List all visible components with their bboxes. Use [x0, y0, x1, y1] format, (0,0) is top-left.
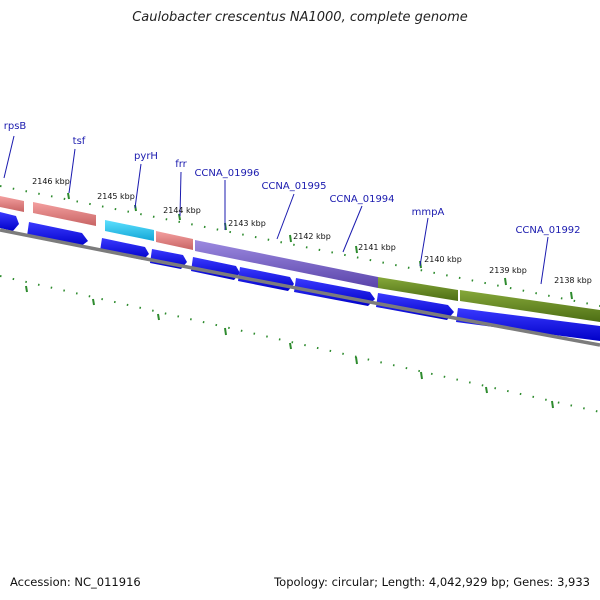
feature-purple-band[interactable]: [195, 240, 378, 288]
inner-tick-ruler: [0, 275, 600, 413]
feature-green-band-2[interactable]: [460, 290, 600, 322]
feature-track[interactable]: [0, 196, 600, 322]
gene-label-CCNA_01995[interactable]: CCNA_01995: [261, 181, 326, 192]
gene-label-CCNA_01992[interactable]: CCNA_01992: [515, 225, 580, 236]
gene-label-CCNA_01996[interactable]: CCNA_01996: [194, 168, 259, 179]
cds-arrow[interactable]: [27, 222, 88, 247]
cds-arrow[interactable]: [456, 308, 600, 341]
position-label: 2146 kbp: [32, 177, 70, 186]
genome-backbone: [0, 228, 600, 347]
gene-leader-lines: [3, 135, 549, 285]
feature-pyrH[interactable]: [105, 220, 154, 241]
position-label: 2144 kbp: [163, 206, 201, 215]
position-label: 2139 kbp: [489, 266, 527, 275]
cds-arrow[interactable]: [0, 212, 19, 231]
position-labels: 2146 kbp 2145 kbp 2144 kbp 2143 kbp 2142…: [32, 177, 592, 285]
position-label: 2143 kbp: [228, 219, 266, 228]
gene-label-pyrH[interactable]: pyrH: [134, 151, 158, 162]
map-title: Caulobacter crescentus NA1000, complete …: [132, 10, 468, 25]
feature-pink-left-edge[interactable]: [0, 196, 24, 212]
cds-arrow[interactable]: [100, 238, 149, 260]
position-label: 2145 kbp: [97, 192, 135, 201]
gene-label-tsf[interactable]: tsf: [73, 136, 86, 147]
genome-summary: Topology: circular; Length: 4,042,929 bp…: [274, 575, 590, 589]
position-label: 2138 kbp: [554, 276, 592, 285]
gene-label-rpsB[interactable]: rpsB: [4, 121, 27, 132]
gene-label-mmpA[interactable]: mmpA: [412, 207, 445, 218]
accession-info: Accession: NC_011916: [10, 575, 141, 589]
gene-label-CCNA_01994[interactable]: CCNA_01994: [329, 194, 394, 205]
position-label: 2142 kbp: [293, 232, 331, 241]
gene-labels: rpsB tsf pyrH frr CCNA_01996 CCNA_01995 …: [4, 121, 581, 236]
position-label: 2140 kbp: [424, 255, 462, 264]
feature-tsf[interactable]: [33, 202, 96, 226]
feature-green-band-1[interactable]: [378, 277, 458, 301]
position-label: 2141 kbp: [358, 243, 396, 252]
feature-frr[interactable]: [156, 231, 193, 250]
gene-label-frr[interactable]: frr: [175, 159, 187, 170]
